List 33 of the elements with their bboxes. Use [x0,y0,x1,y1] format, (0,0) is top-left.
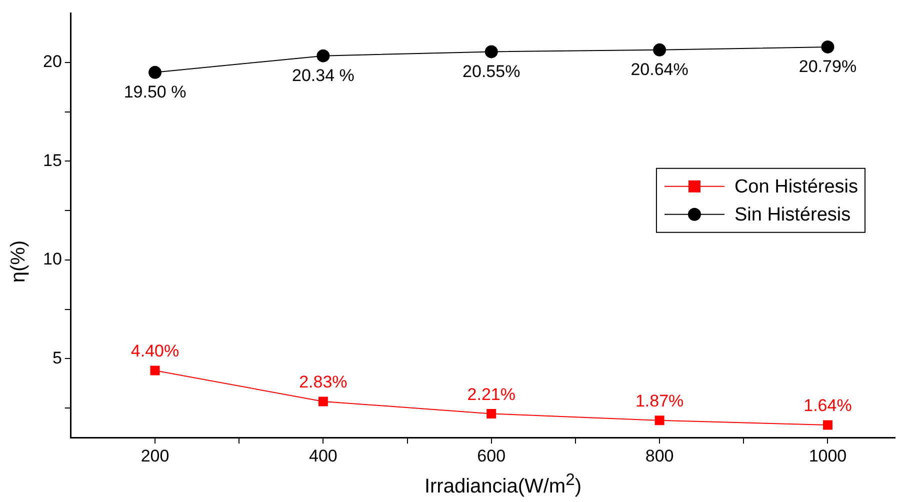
point [150,366,160,376]
data-label: 2.83% [299,372,348,392]
point [821,40,834,54]
data-label: 1.64% [804,396,852,416]
data-label: 4.40% [130,342,180,361]
data-label: 20.64% [630,60,688,80]
data-label: 20.79% [798,57,857,76]
x-axis-title: Irradiancia(W/m$^{2}$) [423,470,583,499]
y-tick-label: 20 [42,52,62,72]
point [654,416,664,426]
y-axis-title: η(%) [8,240,31,283]
legend-label: Sin Histéresis [734,204,851,226]
data-label: 19.50 % [124,82,186,102]
point [822,420,832,430]
data-label: 1.87% [635,392,684,411]
x-tick-label: 400 [308,446,338,466]
x-tick-label: 800 [645,446,674,466]
point [653,43,666,56]
point [484,45,498,58]
data-label: 2.21% [467,384,516,404]
y-tick-label: 10 [42,250,62,269]
x-tick-label: 600 [477,446,506,466]
data-label: 20.55% [462,62,520,81]
point [486,408,496,418]
x-tick-label: 200 [140,446,170,466]
point [316,49,330,62]
point [318,396,328,406]
y-tick-label: 15 [42,150,62,170]
legend-label: Con Histéresis [734,176,858,198]
point [148,66,162,79]
y-tick-label: 5 [52,348,62,368]
x-tick-label: 1000 [808,446,847,466]
data-label: 20.34 % [292,66,354,86]
